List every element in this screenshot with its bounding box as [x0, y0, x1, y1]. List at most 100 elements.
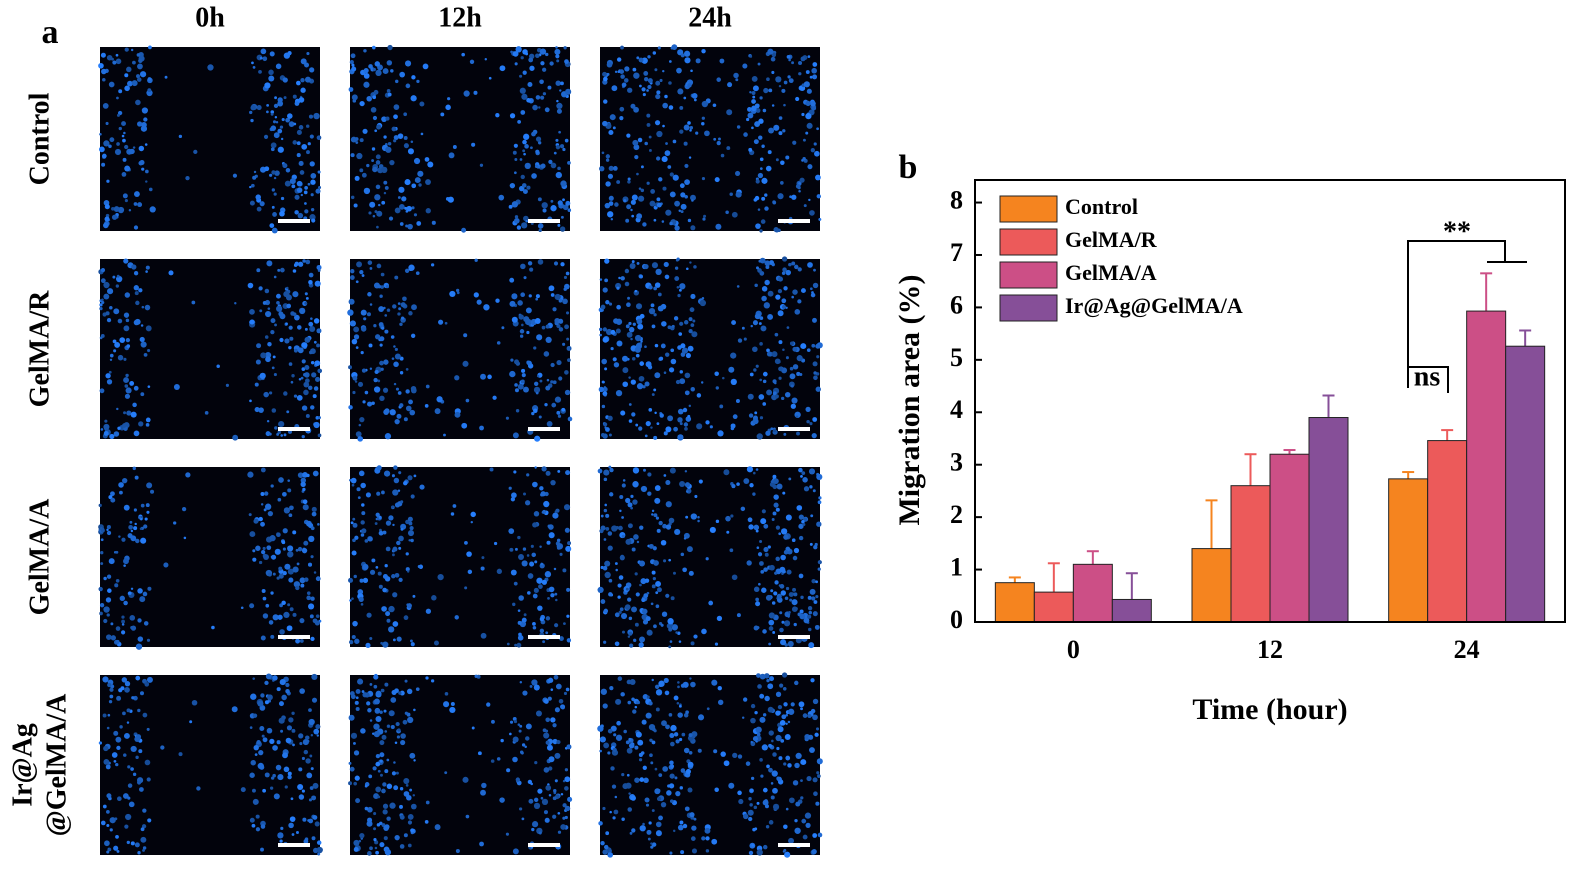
cell [647, 491, 652, 496]
cell [675, 631, 678, 634]
cell [788, 477, 792, 481]
cell [385, 546, 391, 552]
cell [607, 531, 613, 536]
cell [140, 125, 148, 132]
cell [746, 117, 750, 122]
cell [599, 528, 604, 534]
cell [374, 708, 381, 714]
cell [657, 305, 664, 312]
cell [639, 583, 642, 587]
cell [747, 809, 754, 816]
cell [397, 312, 401, 316]
cell [308, 272, 314, 278]
cell [634, 289, 638, 293]
cell [433, 640, 439, 646]
cell [779, 627, 784, 633]
cell [381, 606, 387, 612]
cell [356, 487, 361, 492]
cell [520, 750, 524, 754]
cell [103, 606, 110, 613]
cell [505, 416, 510, 420]
error-bar [1244, 453, 1257, 486]
cell [639, 777, 645, 782]
cell [654, 684, 660, 689]
cell [748, 850, 754, 856]
cell [666, 790, 672, 796]
cell [759, 96, 763, 100]
cell [355, 689, 361, 694]
cell [240, 787, 246, 793]
cell [749, 483, 754, 488]
cell [145, 270, 148, 273]
cell [527, 573, 534, 579]
cell [619, 509, 622, 513]
cell [251, 61, 254, 65]
cell [768, 88, 773, 93]
cell [508, 528, 515, 535]
cell [678, 640, 682, 643]
cell [392, 553, 395, 557]
cell [386, 60, 393, 66]
cell [310, 405, 315, 410]
cell [140, 827, 145, 832]
cell [267, 694, 273, 701]
cell [276, 532, 280, 536]
cell [266, 545, 272, 551]
scale-bar [778, 219, 810, 223]
cell [284, 180, 291, 187]
cell [106, 528, 109, 532]
cell [794, 680, 799, 686]
cell [519, 680, 523, 684]
cell [774, 358, 781, 365]
cell [358, 470, 365, 477]
bar [1505, 345, 1546, 623]
cell [232, 173, 238, 178]
cell [745, 761, 751, 766]
cell [755, 364, 759, 368]
cell [505, 832, 510, 836]
cell [812, 698, 819, 705]
cell [788, 78, 794, 84]
cell [372, 67, 376, 72]
cell [254, 382, 259, 387]
cell [104, 840, 110, 847]
cell [532, 626, 537, 630]
cell [742, 813, 749, 820]
cell [317, 368, 323, 374]
cell [447, 97, 451, 101]
cell [366, 312, 371, 317]
cell [776, 746, 780, 751]
cell [386, 88, 391, 93]
cell [379, 752, 385, 758]
cell [697, 748, 702, 753]
cell [654, 411, 657, 415]
cell [524, 162, 531, 170]
cell [287, 568, 294, 575]
cell [787, 75, 791, 79]
cell [803, 486, 810, 492]
cell [382, 530, 387, 535]
cell [519, 87, 526, 94]
cell [754, 283, 758, 288]
cell [793, 592, 798, 597]
cell [105, 634, 112, 640]
cell [634, 777, 640, 783]
cell [109, 828, 113, 832]
cell [283, 52, 291, 59]
cell [384, 682, 389, 687]
cell [277, 268, 281, 272]
cell [691, 848, 698, 854]
cell [359, 100, 365, 107]
cell [633, 534, 639, 540]
cell [725, 210, 729, 215]
cell [402, 296, 407, 302]
cell [350, 136, 357, 143]
cell [308, 350, 313, 355]
cell [690, 513, 698, 520]
cell [311, 511, 317, 517]
cell [748, 413, 754, 418]
cell [783, 848, 787, 852]
cell [509, 547, 514, 552]
cell [654, 767, 658, 771]
cell [420, 132, 424, 136]
